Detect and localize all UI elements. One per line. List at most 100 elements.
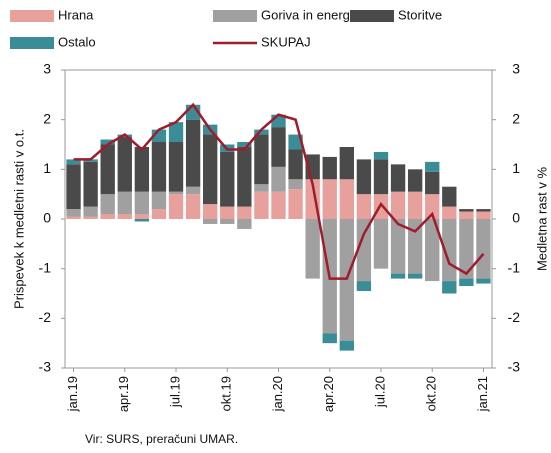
bar-segment [254,191,269,219]
legend-swatch [10,10,54,22]
y2-tick-label: -3 [508,359,521,375]
bar-segment [390,191,406,219]
bar-segment [442,281,457,294]
bar-segment [459,209,474,212]
y-tick-label: 1 [43,160,51,176]
bar-segment [151,142,167,192]
bar-segment [83,161,98,207]
bar-segment [100,214,115,219]
legend-swatch [350,10,394,22]
bar-segment [83,206,98,217]
bar-segment [373,219,389,269]
y2-tick-label: 3 [512,61,520,77]
bar-segment [185,194,201,219]
bar-segment [117,214,132,219]
bar-segment [407,273,423,279]
bar-segment [390,219,406,274]
bar-segment [151,209,167,219]
bar-segment [288,189,303,219]
bar-segment [237,142,252,147]
bar-segment [168,122,184,143]
bar-segment [237,146,252,207]
bar-segment [83,216,98,219]
y2-tick-label: 1 [512,160,520,176]
bar-segment [373,159,389,195]
x-tick-label: jul.19 [167,376,182,408]
bar-segment [220,151,235,207]
y2-tick-label: 0 [512,210,520,226]
bar-segment [322,333,337,344]
bar-segment [476,209,491,212]
bar-segment [66,159,81,165]
bar-segment [476,278,491,284]
y-tick-label: 0 [43,210,51,226]
bar-segment [476,219,491,279]
x-tick-label: apr.19 [116,376,131,412]
bar-segment [237,206,252,219]
line [73,102,485,280]
y-axis-title: Prispevek k medletni rasti v o.t. [11,129,26,309]
bar-segment [134,191,150,215]
x-tick-label: jul.20 [372,376,387,408]
bar-segment [100,194,115,215]
bar-segment [459,278,474,287]
bar-segment [237,219,252,229]
bar-segment [168,191,184,195]
legend-label: Storitve [398,7,442,22]
bar-segment [66,216,81,219]
y2-tick-label: 2 [512,110,520,126]
bar-segment [185,119,201,187]
bar-segment [288,134,303,150]
bar-segment [425,219,440,282]
bar-segment [66,164,81,210]
bar-segment [322,156,337,180]
bar-segment [271,166,286,192]
bar-segment [117,191,132,215]
bar-segment [134,219,150,222]
x-tick-label: okt.19 [219,376,234,411]
bar-segment [151,191,167,210]
bar-segment [373,151,389,160]
bar-segment [339,340,354,351]
bar-segment [425,194,440,219]
legend-label: SKUPAJ [261,34,311,49]
x-tick-label: jan.19 [65,376,80,412]
bar-segment [134,146,150,192]
bar-segment [117,137,132,192]
legend-swatch [10,37,54,49]
bar-segment [288,149,303,180]
x-tick-label: apr.20 [321,376,336,412]
bar-segment [442,186,457,207]
y2-tick-label: -1 [508,259,521,275]
bar-segment [356,219,372,282]
bar-segment [339,146,354,180]
y2-tick-label: -2 [508,309,521,325]
bar-segment [390,273,406,279]
bar-segment [425,171,440,195]
bar-segment [442,206,457,219]
bar-segment [203,134,218,205]
y-tick-label: 3 [43,61,51,77]
bar-segment [271,191,286,219]
bar-segment [305,219,320,279]
bar-segment [220,219,235,224]
bar-segment [254,129,269,135]
bar-segment [203,204,218,219]
bar-segment [476,211,491,219]
bar-segment [271,127,286,167]
bar-segment [66,209,81,217]
legend-swatch [213,10,257,22]
bar-segment [390,164,406,192]
y-tick-label: -2 [39,309,52,325]
bar-segment [407,191,423,219]
bar-segment [168,194,184,219]
bar-segment [203,219,218,224]
y-tick-label: -3 [39,359,52,375]
bar-segment [220,206,235,219]
x-tick-label: jan.20 [270,376,285,412]
bar-segment [322,179,337,219]
bar-segment [100,144,115,195]
bar-segment [288,179,303,190]
x-tick-label: jan.21 [475,376,490,412]
